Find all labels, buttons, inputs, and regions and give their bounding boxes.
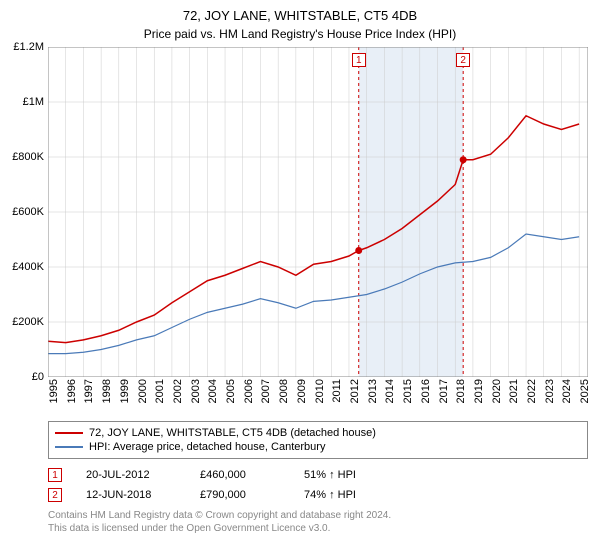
x-axis: 1995 1996 1997 1998 1999 2000 2001 2002 2003 2004… xyxy=(48,377,588,417)
x-tick-label: 2003 xyxy=(190,379,202,403)
x-tick-label: 1996 xyxy=(66,379,78,403)
x-tick-label: 2025 xyxy=(579,379,591,403)
x-tick-label: 2024 xyxy=(561,379,573,403)
sale-hpi: 74% ↑ HPI xyxy=(304,489,384,501)
x-tick-label: 2001 xyxy=(154,379,166,403)
x-tick-label: 2011 xyxy=(331,379,343,403)
sale-marker: 2 xyxy=(48,488,62,502)
x-tick-label: 2002 xyxy=(172,379,184,403)
x-tick-label: 2013 xyxy=(367,379,379,403)
y-tick-label: £200K xyxy=(12,316,44,328)
x-tick-label: 2017 xyxy=(438,379,450,403)
x-tick-label: 2007 xyxy=(260,379,272,403)
x-tick-label: 2020 xyxy=(491,379,503,403)
y-tick-label: £600K xyxy=(12,206,44,218)
legend: 72, JOY LANE, WHITSTABLE, CT5 4DB (detac… xyxy=(48,421,588,459)
sale-price: £790,000 xyxy=(200,489,280,501)
y-axis: £0£200K£400K£600K£800K£1M£1.2M xyxy=(2,47,46,377)
x-tick-label: 2005 xyxy=(225,379,237,403)
sale-row: 2 12-JUN-2018 £790,000 74% ↑ HPI xyxy=(48,485,588,505)
chart-svg xyxy=(48,47,588,377)
sale-price: £460,000 xyxy=(200,469,280,481)
event-marker: 1 xyxy=(352,53,366,67)
sales-table: 1 20-JUL-2012 £460,000 51% ↑ HPI 2 12-JUN-201… xyxy=(48,465,588,505)
footer: Contains HM Land Registry data © Crown c… xyxy=(48,509,588,535)
footer-line-1: Contains HM Land Registry data © Crown c… xyxy=(48,509,588,522)
x-tick-label: 2008 xyxy=(278,379,290,403)
legend-label: HPI: Average price, detached house, Cant… xyxy=(89,441,325,453)
y-tick-label: £800K xyxy=(12,151,44,163)
x-tick-label: 2022 xyxy=(526,379,538,403)
sale-row: 1 20-JUL-2012 £460,000 51% ↑ HPI xyxy=(48,465,588,485)
x-tick-label: 2015 xyxy=(402,379,414,403)
x-tick-label: 1999 xyxy=(119,379,131,403)
sale-date: 12-JUN-2018 xyxy=(86,489,176,501)
x-tick-label: 2004 xyxy=(207,379,219,403)
chart-container: 72, JOY LANE, WHITSTABLE, CT5 4DB Price … xyxy=(0,0,600,560)
x-tick-label: 2021 xyxy=(508,379,520,403)
x-tick-label: 2019 xyxy=(473,379,485,403)
x-tick-label: 2023 xyxy=(544,379,556,403)
x-tick-label: 2018 xyxy=(455,379,467,403)
sale-date: 20-JUL-2012 xyxy=(86,469,176,481)
legend-label: 72, JOY LANE, WHITSTABLE, CT5 4DB (detac… xyxy=(89,427,376,439)
x-tick-label: 2006 xyxy=(243,379,255,403)
x-tick-label: 1995 xyxy=(48,379,60,403)
x-tick-label: 2000 xyxy=(137,379,149,403)
x-tick-label: 2014 xyxy=(384,379,396,403)
x-tick-label: 2010 xyxy=(314,379,326,403)
chart-title: 72, JOY LANE, WHITSTABLE, CT5 4DB xyxy=(0,0,600,23)
legend-swatch xyxy=(55,432,83,434)
x-tick-label: 2016 xyxy=(420,379,432,403)
sale-marker: 1 xyxy=(48,468,62,482)
sale-hpi: 51% ↑ HPI xyxy=(304,469,384,481)
legend-swatch xyxy=(55,446,83,448)
y-tick-label: £400K xyxy=(12,261,44,273)
x-tick-label: 1998 xyxy=(101,379,113,403)
y-tick-label: £1M xyxy=(23,96,44,108)
y-tick-label: £0 xyxy=(32,371,44,383)
legend-item: 72, JOY LANE, WHITSTABLE, CT5 4DB (detac… xyxy=(55,426,581,440)
plot-area: £0£200K£400K£600K£800K£1M£1.2M 12 xyxy=(48,47,588,377)
event-marker: 2 xyxy=(456,53,470,67)
x-tick-label: 1997 xyxy=(83,379,95,403)
x-tick-label: 2012 xyxy=(349,379,361,403)
chart-subtitle: Price paid vs. HM Land Registry's House … xyxy=(0,23,600,47)
y-tick-label: £1.2M xyxy=(13,41,44,53)
footer-line-2: This data is licensed under the Open Gov… xyxy=(48,522,588,535)
legend-item: HPI: Average price, detached house, Cant… xyxy=(55,440,581,454)
x-tick-label: 2009 xyxy=(296,379,308,403)
